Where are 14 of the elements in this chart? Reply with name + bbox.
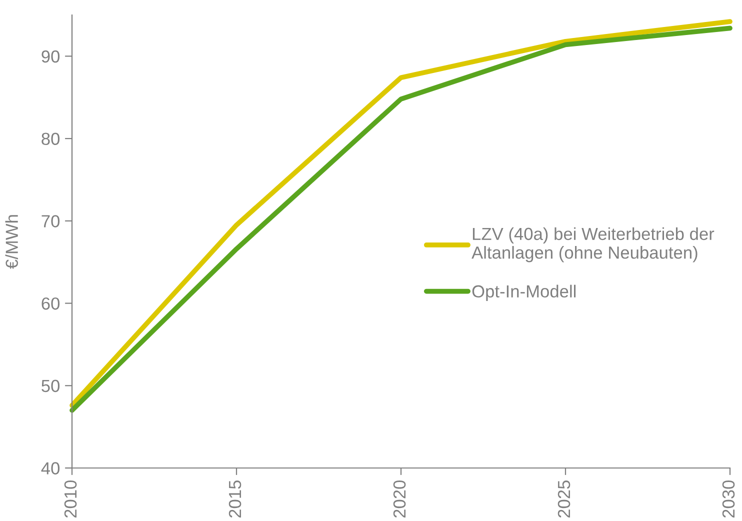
y-tick-label: 70 [42, 215, 60, 228]
legend-label: Opt-In-Modell [472, 284, 576, 301]
y-tick-label: 90 [42, 50, 60, 63]
x-tick-label: 2015 [228, 480, 242, 518]
y-tick-label: 80 [42, 132, 60, 146]
x-tick-label: 2025 [558, 480, 570, 518]
x-tick-label: 2010 [64, 480, 77, 518]
x-tick-label: 2020 [393, 480, 406, 518]
legend-label: LZV (40a) bei Weiterbetrieb der Altanlagen (ohne Neubauten) [472, 227, 714, 262]
x-tick-label: 2030 [722, 480, 735, 518]
y-tick-label: 60 [42, 297, 60, 310]
y-tick-label: 50 [42, 380, 60, 392]
y-tick-label: 40 [41, 462, 60, 474]
y-axis-title: €/MWh [5, 215, 18, 269]
